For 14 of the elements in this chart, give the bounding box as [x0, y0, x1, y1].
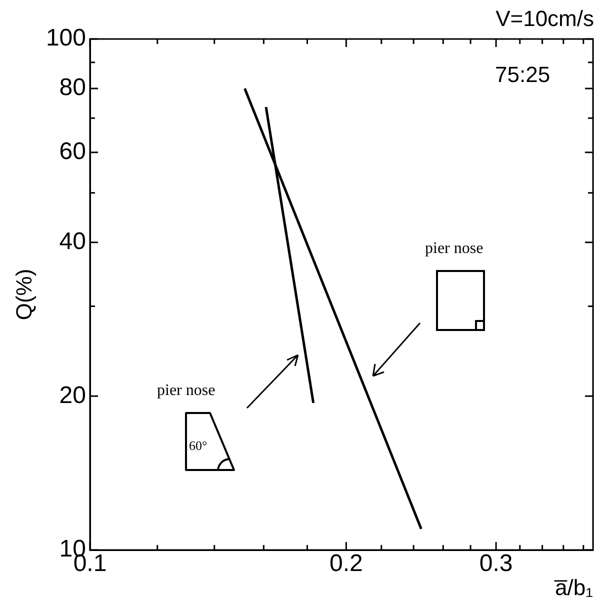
x-axis-title: a̅/b₁: [554, 574, 593, 600]
y-tick-label: 20: [59, 382, 86, 409]
annotation: 75:25: [495, 62, 550, 87]
y-axis-title: Q(%): [11, 268, 36, 320]
y-tick-label: 60: [59, 138, 86, 165]
annotation: pier nose: [157, 382, 216, 399]
y-tick-label: 80: [59, 74, 86, 102]
annotation: 60°: [189, 438, 208, 453]
text: V=10cm/s: [496, 6, 594, 31]
y-tick-label: 40: [59, 228, 86, 255]
annotation: pier nose: [425, 240, 484, 257]
y-tick-label: 100: [46, 24, 86, 52]
x-tick-label: 0.2: [329, 550, 363, 578]
x-tick-label: 0.3: [479, 550, 513, 578]
